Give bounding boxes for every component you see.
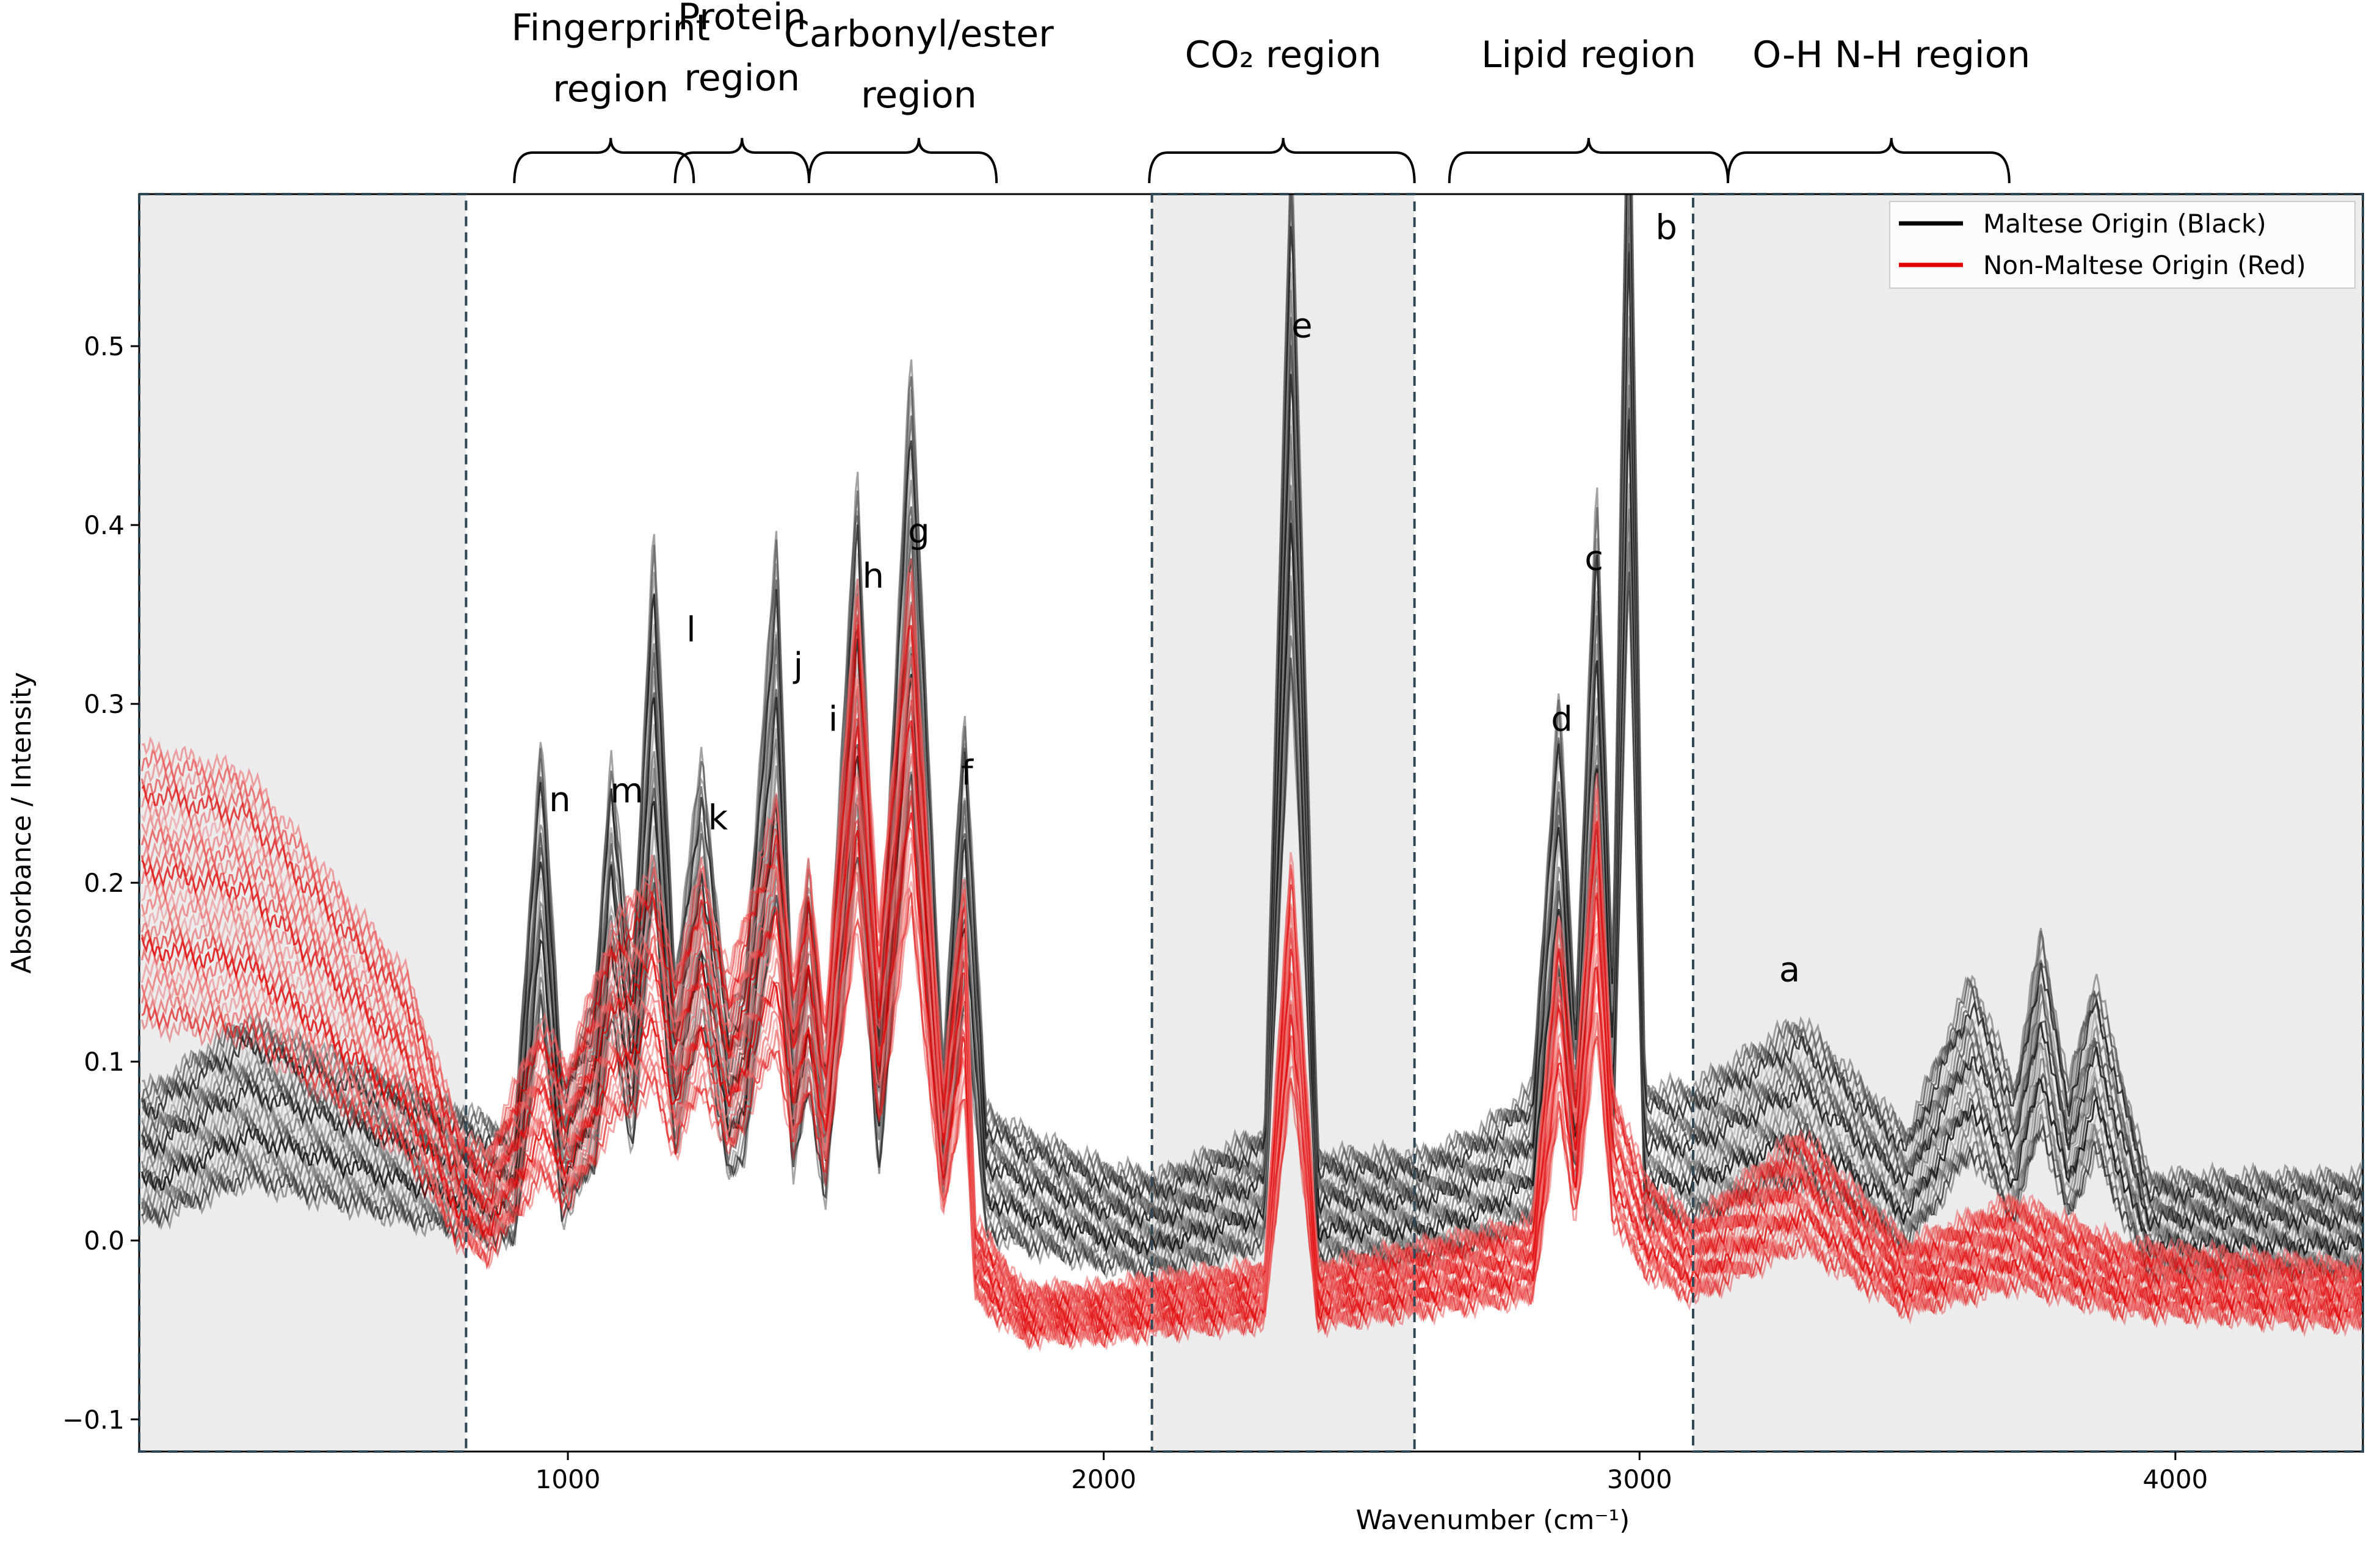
legend: Maltese Origin (Black) Non-Maltese Origin… <box>1889 201 2356 289</box>
y-tick-label: 0.2 <box>84 868 125 898</box>
region-label: Protein <box>678 0 806 38</box>
y-tick-label: 0.0 <box>84 1226 125 1256</box>
legend-entry: Maltese Origin (Black) <box>1983 209 2266 239</box>
region-label: region <box>553 68 669 110</box>
shaded-region-1 <box>139 194 466 1452</box>
region-brace <box>1727 137 2011 184</box>
region-brace <box>1148 137 1416 184</box>
y-tick-label: −0.1 <box>62 1405 125 1434</box>
legend-box <box>1889 201 2356 289</box>
y-tick-label: 0.5 <box>84 331 125 361</box>
peak-label-j: j <box>793 646 804 685</box>
spectrum-line <box>141 194 2363 1216</box>
region-label: Fingerprint <box>512 7 711 49</box>
peak-label-e: e <box>1291 306 1312 345</box>
peak-label-m: m <box>610 771 644 811</box>
series-non-maltese <box>140 558 2363 1353</box>
peak-label-h: h <box>863 557 885 596</box>
spectrum-line <box>141 571 2363 1285</box>
peak-label-b: b <box>1655 208 1677 247</box>
peak-label-g: g <box>908 512 930 551</box>
peak-label-d: d <box>1551 700 1573 739</box>
shaded-region-border-3 <box>1692 193 2364 1453</box>
region-brace <box>673 137 810 184</box>
spectrum-line <box>141 892 2363 1351</box>
region-annotations: FingerprintregionProteinregionCarbonyl/e… <box>512 0 2030 184</box>
spectrum-line <box>141 581 2363 1309</box>
shaded-region-borders <box>138 193 2364 1453</box>
peak-label-k: k <box>708 798 728 837</box>
legend-entry: Non-Maltese Origin (Red) <box>1983 250 2306 280</box>
shaded-region-border-2 <box>1150 193 1416 1453</box>
spectrum-line <box>142 558 2363 1304</box>
region-label: Carbonyl/ester <box>784 13 1054 56</box>
spectrum-line <box>140 483 2363 1269</box>
spectra-series <box>140 194 2363 1353</box>
spectrum-line <box>140 508 2363 1273</box>
x-axis-title: Wavenumber (cm⁻¹) <box>1356 1505 1630 1536</box>
region-brace <box>807 137 998 184</box>
x-tick-label: 4000 <box>2142 1464 2208 1494</box>
spectrum-line <box>141 316 2363 1243</box>
y-tick-label: 0.3 <box>84 689 125 719</box>
shaded-region-border-1 <box>138 193 468 1453</box>
series-maltese <box>140 194 2363 1289</box>
peak-label-l: l <box>686 610 696 650</box>
peak-label-n: n <box>549 780 571 820</box>
x-tick-label: 1000 <box>535 1464 601 1494</box>
axis-ticks: 1000 2000 3000 4000 −0.1 0.0 0.1 0.2 0.3 0.4 0.5 <box>62 331 2208 1494</box>
region-label: O-H N-H region <box>1752 34 2030 76</box>
region-label: region <box>684 57 800 99</box>
peak-label-i: i <box>829 700 838 739</box>
y-tick-label: 0.4 <box>84 510 125 540</box>
peak-label-f: f <box>961 753 974 793</box>
spectrum-line <box>141 731 2363 1329</box>
peak-label-c: c <box>1584 538 1603 578</box>
y-axis-title: Absorbance / Intensity <box>6 672 37 974</box>
region-brace <box>1448 137 1730 184</box>
spectrum-line <box>140 541 2363 1281</box>
spectrum-line <box>140 753 2363 1331</box>
peak-labels: a b c d e f gh ij k l mn <box>549 208 1800 989</box>
region-label: Lipid region <box>1481 34 1696 76</box>
region-label: CO₂ region <box>1185 34 1382 76</box>
x-tick-label: 3000 <box>1607 1464 1672 1494</box>
peak-label-a: a <box>1779 950 1800 989</box>
region-label: region <box>861 74 977 117</box>
y-tick-label: 0.1 <box>84 1047 125 1077</box>
x-tick-label: 2000 <box>1071 1464 1136 1494</box>
